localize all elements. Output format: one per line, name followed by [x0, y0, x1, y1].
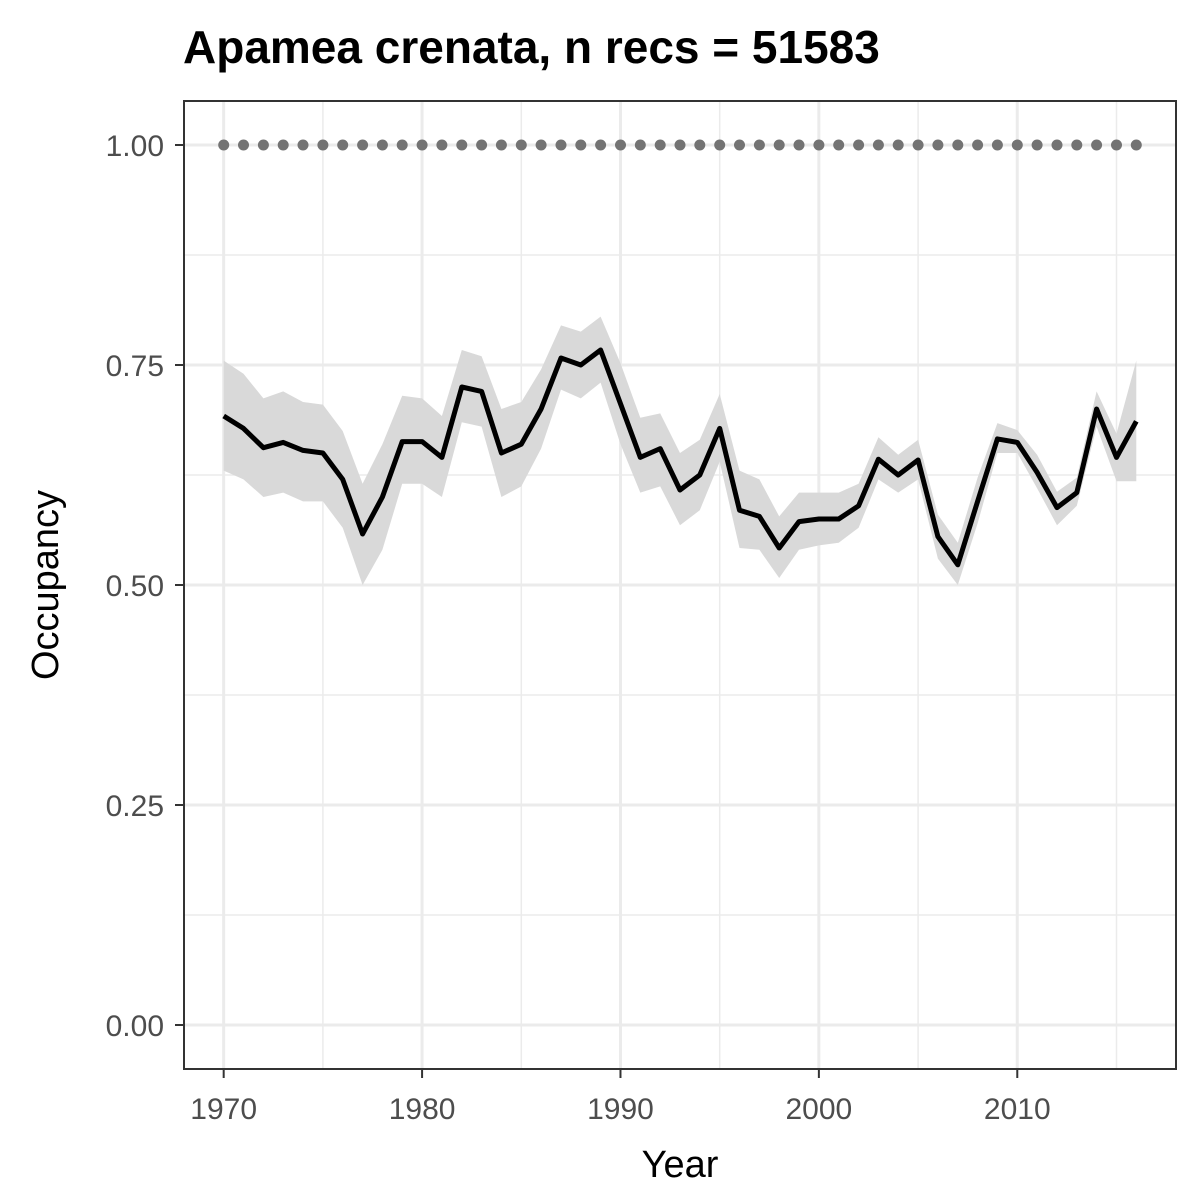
- reference-point: [337, 139, 349, 151]
- y-axis: 0.00 0.25 0.50 0.75 1.00: [106, 130, 184, 1043]
- reference-point: [1051, 139, 1063, 151]
- reference-point: [416, 139, 428, 151]
- x-axis-title: Year: [642, 1144, 719, 1186]
- reference-point: [892, 139, 904, 151]
- reference-point: [1111, 139, 1122, 151]
- reference-point: [1031, 139, 1043, 151]
- reference-point: [595, 139, 607, 151]
- x-tick-label: 1970: [190, 1093, 257, 1126]
- reference-point: [456, 139, 468, 151]
- reference-point: [734, 139, 745, 151]
- y-tick-label: 0.00: [106, 1010, 164, 1043]
- reference-points: [218, 139, 1142, 151]
- reference-point: [714, 139, 726, 151]
- reference-point: [753, 139, 765, 151]
- reference-point: [357, 139, 369, 151]
- reference-point: [872, 139, 884, 151]
- reference-point: [238, 139, 249, 151]
- reference-point: [674, 139, 686, 151]
- reference-point: [317, 139, 329, 151]
- reference-point: [952, 139, 964, 151]
- reference-point: [515, 139, 527, 151]
- reference-point: [1130, 139, 1142, 151]
- reference-point: [277, 139, 289, 151]
- y-tick-label: 0.50: [106, 570, 164, 603]
- reference-point: [297, 139, 309, 151]
- reference-point: [476, 139, 488, 151]
- y-tick-label: 1.00: [106, 130, 164, 163]
- reference-point: [694, 139, 706, 151]
- reference-point: [396, 139, 408, 151]
- x-tick-label: 2010: [984, 1093, 1051, 1126]
- reference-point: [1011, 139, 1023, 151]
- reference-point: [495, 139, 507, 151]
- reference-point: [972, 139, 984, 151]
- reference-point: [991, 139, 1003, 151]
- reference-point: [773, 139, 785, 151]
- occupancy-line: [222, 347, 1139, 568]
- reference-point: [932, 139, 944, 151]
- y-axis-title: Occupancy: [25, 490, 67, 680]
- reference-point: [1071, 139, 1083, 151]
- reference-point: [813, 139, 825, 151]
- x-tick-label: 1990: [587, 1093, 654, 1126]
- reference-point: [535, 139, 547, 151]
- reference-point: [793, 139, 805, 151]
- reference-point: [615, 139, 626, 151]
- reference-point: [912, 139, 924, 151]
- reference-point: [634, 139, 646, 151]
- y-tick-label: 0.75: [106, 350, 164, 383]
- chart-title: Apamea crenata, n recs = 51583: [183, 21, 880, 73]
- x-tick-label: 1980: [389, 1093, 456, 1126]
- reference-point: [833, 139, 845, 151]
- reference-point: [555, 139, 567, 151]
- reference-point: [1091, 139, 1103, 151]
- reference-point: [654, 139, 666, 151]
- y-tick-label: 0.25: [106, 790, 164, 823]
- reference-point: [218, 139, 230, 151]
- reference-point: [436, 139, 448, 151]
- reference-point: [853, 139, 865, 151]
- confidence-ribbon: [223, 316, 1137, 585]
- x-axis: 1970 1980 1990 2000 2010: [190, 1069, 1051, 1126]
- reference-point: [575, 139, 587, 151]
- grid-major: [184, 101, 1176, 1069]
- reference-point: [376, 139, 388, 151]
- reference-point: [257, 139, 269, 151]
- x-tick-label: 2000: [786, 1093, 853, 1126]
